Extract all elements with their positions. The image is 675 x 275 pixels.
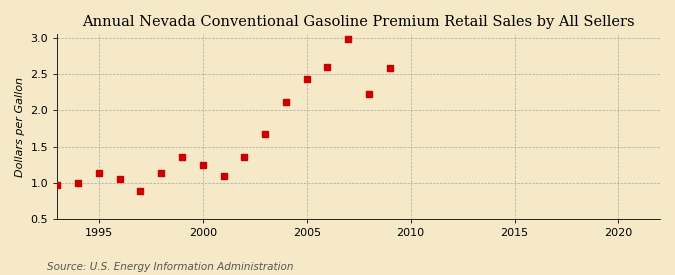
Point <box>197 163 208 167</box>
Point <box>385 65 396 70</box>
Point <box>364 92 375 97</box>
Text: Source: U.S. Energy Information Administration: Source: U.S. Energy Information Administ… <box>47 262 294 272</box>
Point <box>301 77 312 81</box>
Point <box>52 183 63 187</box>
Point <box>281 100 292 104</box>
Title: Annual Nevada Conventional Gasoline Premium Retail Sales by All Sellers: Annual Nevada Conventional Gasoline Prem… <box>82 15 635 29</box>
Point <box>322 65 333 69</box>
Point <box>94 170 105 175</box>
Point <box>135 189 146 194</box>
Y-axis label: Dollars per Gallon: Dollars per Gallon <box>15 77 25 177</box>
Point <box>218 173 229 178</box>
Point <box>156 171 167 175</box>
Point <box>114 177 125 181</box>
Point <box>239 155 250 159</box>
Point <box>73 181 84 185</box>
Point <box>343 37 354 41</box>
Point <box>177 155 188 159</box>
Point <box>260 132 271 136</box>
